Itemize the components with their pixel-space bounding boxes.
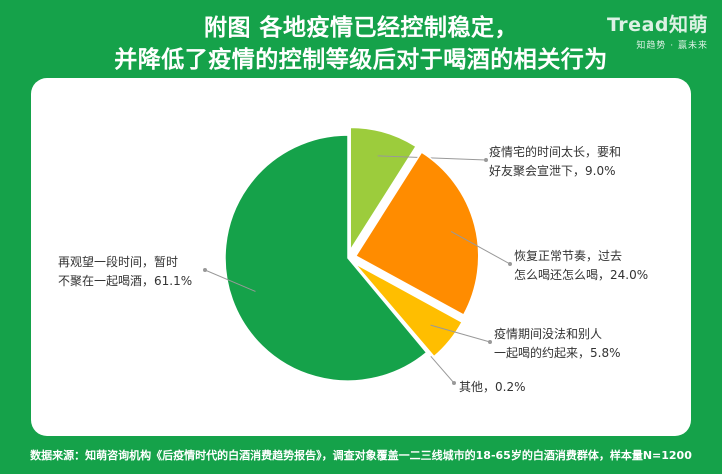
slice-value-wait: 61.1% <box>154 274 193 288</box>
chart-title-line2: 并降低了疫情的控制等级后对于喝酒的相关行为 <box>114 47 608 73</box>
slice-meetup <box>353 262 464 358</box>
slice-other-leader-line <box>430 355 455 384</box>
slice-normal-leader-line <box>450 230 511 265</box>
slice-label-wait: 再观望一段时间，暂时 不聚在一起喝酒，61.1% <box>58 253 192 291</box>
slice-wait-leader-dot <box>203 268 207 272</box>
slice-gathering <box>349 126 418 253</box>
slice-gathering-leader-line <box>377 155 487 161</box>
slice-value-normal: 24.0% <box>610 268 649 282</box>
slice-value-gathering: 9.0% <box>585 164 616 178</box>
slice-normal-leader-dot <box>508 262 512 266</box>
slice-label-wait-line2: 不聚在一起喝酒， <box>58 274 155 288</box>
brand-slogan: 知趋势 · 赢未来 <box>636 41 708 51</box>
slice-label-gathering-line2: 好友聚会宣泄下， <box>489 164 586 178</box>
slice-label-normal-line1: 恢复正常节奏，过去 <box>514 249 623 263</box>
slice-value-other: 0.2% <box>495 380 526 394</box>
slice-value-meetup: 5.8% <box>590 346 621 360</box>
slice-meetup-leader-dot <box>488 340 492 344</box>
slice-label-wait-line1: 再观望一段时间，暂时 <box>58 255 179 269</box>
slice-normal <box>354 151 480 317</box>
slice-gathering-leader-dot <box>484 158 488 162</box>
slice-label-normal-line2: 怎么喝还怎么喝， <box>514 268 611 282</box>
slice-label-normal: 恢复正常节奏，过去 怎么喝还怎么喝，24.0% <box>514 247 648 285</box>
slice-label-meetup: 疫情期间没法和别人 一起喝的约起来，5.8% <box>494 325 621 363</box>
slice-label-meetup-line2: 一起喝的约起来， <box>494 346 591 360</box>
brand-logo: Tread知萌 知趋势 · 赢未来 <box>607 10 708 51</box>
slice-meetup-leader-line <box>430 324 491 343</box>
slice-label-other-line1: 其他， <box>459 380 496 394</box>
slice-label-gathering: 疫情宅的时间太长，要和 好友聚会宣泄下，9.0% <box>489 143 621 181</box>
brand-name: Tread知萌 <box>606 14 708 36</box>
slice-other-leader-dot <box>452 381 456 385</box>
slice-label-other: 其他，0.2% <box>459 378 526 397</box>
slice-label-gathering-line1: 疫情宅的时间太长，要和 <box>489 145 622 159</box>
slice-wait-leader-line <box>204 269 256 292</box>
data-source-note: 数据来源：知萌咨询机构《后疫情时代的白酒消费趋势报告》，调查对象覆盖一二三线城市… <box>30 449 692 462</box>
slice-label-meetup-line1: 疫情期间没法和别人 <box>494 327 603 341</box>
slice-wait <box>224 134 428 382</box>
chart-title-line1: 附图 各地疫情已经控制稳定， <box>203 15 518 41</box>
